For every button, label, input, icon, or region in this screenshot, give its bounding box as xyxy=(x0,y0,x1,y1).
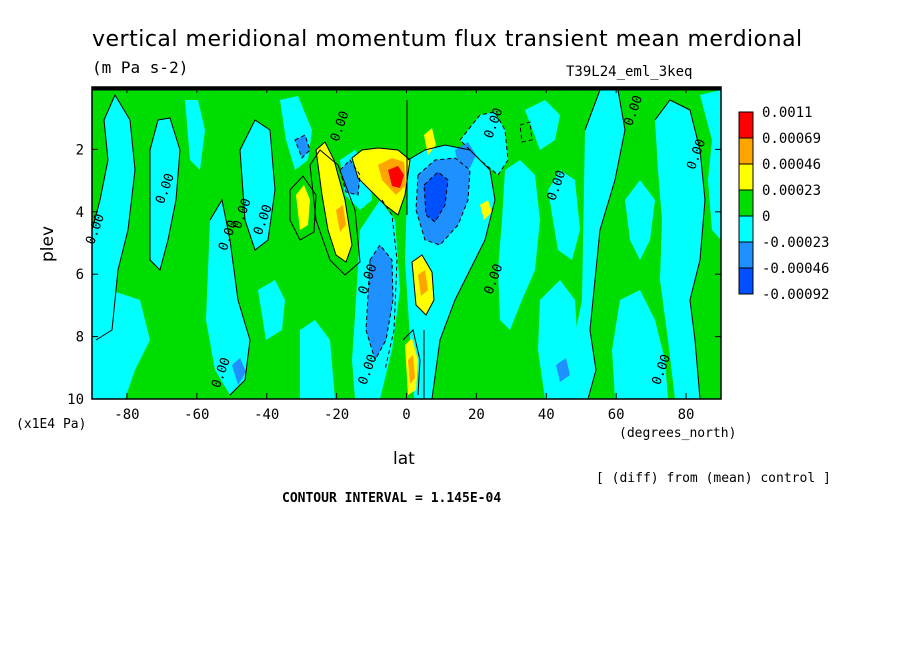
x-tick-label: -20 xyxy=(324,407,349,423)
units-label: (m Pa s-2) xyxy=(92,58,188,77)
legend-swatch xyxy=(738,163,754,191)
y-tick-label: 2 xyxy=(76,142,84,158)
plot-area: 0.000.000.000.000.000.000.000.000.000.00… xyxy=(83,86,722,400)
y-axis-label: plev xyxy=(38,226,58,262)
negative-mid-regions xyxy=(232,135,570,385)
x-tick-label: 80 xyxy=(678,407,695,423)
negative-large-regions xyxy=(424,172,448,222)
diff-note: [ (diff) from (mean) control ] xyxy=(596,471,831,486)
y-tick-label: 10 xyxy=(67,392,84,408)
x-tick-label: 60 xyxy=(608,407,625,423)
legend-swatch xyxy=(738,111,754,139)
legend-level-label: -0.00023 xyxy=(762,235,829,251)
x-tick-label: -60 xyxy=(184,407,209,423)
contour-interval-note: CONTOUR INTERVAL = 1.145E-04 xyxy=(282,491,501,506)
legend-level-label: 0.0011 xyxy=(762,105,813,121)
x-axis-label: lat xyxy=(393,449,415,469)
legend-level-label: 0.00023 xyxy=(762,183,821,199)
x-tick-label: -80 xyxy=(114,407,139,423)
legend-swatch xyxy=(738,267,754,295)
positive-max-regions xyxy=(388,166,404,188)
y-axis: 2 4 6 8 10 xyxy=(67,142,721,408)
y-tick-label: 6 xyxy=(76,267,84,283)
legend-swatch xyxy=(738,215,754,243)
chart-title: vertical meridional momentum flux transi… xyxy=(92,27,803,52)
legend-swatch xyxy=(738,241,754,269)
legend-level-label: 0.00069 xyxy=(762,131,821,147)
legend-level-label: -0.00046 xyxy=(762,261,829,277)
x-axis-units: (degrees_north) xyxy=(619,426,736,441)
color-legend: 0.0011 0.00069 0.00046 0.00023 0 -0.00023 -0.0… xyxy=(738,105,829,303)
run-id-label: T39L24_eml_3keq xyxy=(566,64,692,80)
x-tick-label: 20 xyxy=(468,407,485,423)
y-tick-label: 8 xyxy=(76,330,84,346)
legend-level-label: 0.00046 xyxy=(762,157,821,173)
y-tick-label: 4 xyxy=(76,205,84,221)
legend-level-label: -0.00092 xyxy=(762,287,829,303)
legend-level-label: 0 xyxy=(762,209,770,225)
x-tick-label: 40 xyxy=(538,407,555,423)
y-axis-units: (x1E4 Pa) xyxy=(16,417,86,432)
legend-swatch xyxy=(738,189,754,217)
x-tick-label: -40 xyxy=(254,407,279,423)
x-tick-label: 0 xyxy=(402,407,410,423)
legend-swatch xyxy=(738,137,754,165)
x-axis: -80 -60 -40 -20 0 20 40 60 80 xyxy=(114,87,694,423)
negative-contour-lines xyxy=(294,111,533,371)
